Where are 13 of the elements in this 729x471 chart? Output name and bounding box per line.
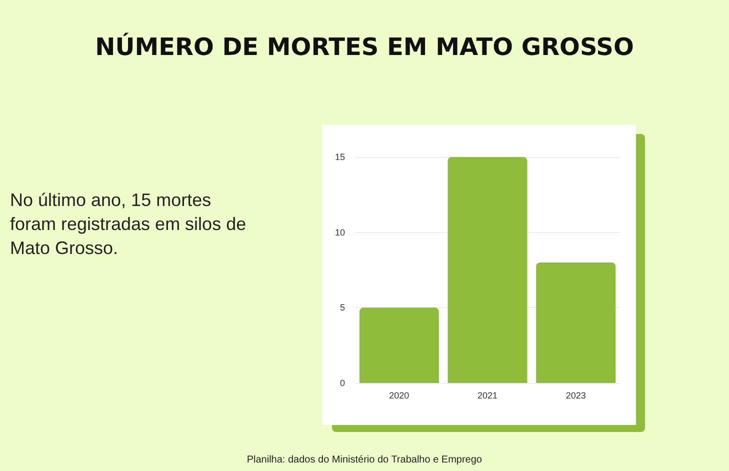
y-tick-label: 0	[340, 378, 345, 388]
bar	[359, 308, 439, 383]
bar	[448, 157, 528, 383]
text: No último ano, 15 mortes foram registradas em silos de Mato Grosso.	[10, 190, 252, 258]
x-tick-label: 2020	[389, 390, 410, 400]
y-tick-label: 15	[334, 152, 345, 162]
y-tick-label: 10	[334, 227, 345, 238]
text: Planilha: dados do Ministério do Trabalho e Emprego	[246, 454, 482, 466]
bar	[536, 262, 616, 383]
chart-title: NÚMERO DE MORTES EM MATO GROSSO	[95, 32, 634, 61]
x-tick-label: 2021	[477, 390, 498, 400]
x-tick-label: 2023	[566, 390, 586, 400]
y-tick-label: 5	[340, 302, 345, 313]
